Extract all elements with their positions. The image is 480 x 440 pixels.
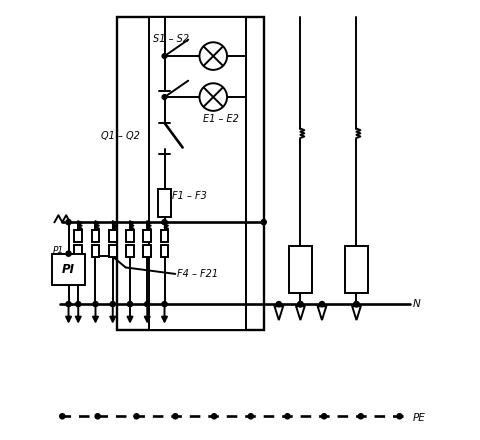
Circle shape bbox=[261, 220, 266, 225]
Bar bbox=[161, 231, 168, 242]
Bar bbox=[161, 245, 168, 257]
Bar bbox=[92, 231, 99, 242]
Circle shape bbox=[276, 301, 281, 307]
Circle shape bbox=[212, 414, 216, 419]
Bar bbox=[117, 17, 264, 330]
Circle shape bbox=[162, 95, 167, 99]
Circle shape bbox=[60, 414, 65, 419]
Circle shape bbox=[127, 301, 132, 307]
Circle shape bbox=[95, 414, 100, 419]
Bar bbox=[289, 246, 312, 293]
Circle shape bbox=[66, 220, 71, 225]
Circle shape bbox=[93, 301, 98, 307]
Circle shape bbox=[358, 414, 363, 419]
Circle shape bbox=[162, 54, 167, 59]
Circle shape bbox=[144, 301, 150, 307]
Bar bbox=[158, 189, 170, 217]
Bar bbox=[144, 231, 151, 242]
Text: Q1 – Q2: Q1 – Q2 bbox=[101, 131, 140, 141]
Circle shape bbox=[66, 251, 71, 256]
Text: PE: PE bbox=[412, 414, 425, 423]
Bar bbox=[126, 245, 134, 257]
Circle shape bbox=[66, 301, 71, 307]
Circle shape bbox=[354, 301, 359, 307]
Text: S1 – S2: S1 – S2 bbox=[153, 34, 189, 44]
Bar bbox=[74, 231, 82, 242]
Bar bbox=[144, 245, 151, 257]
Bar bbox=[52, 253, 84, 285]
Text: N: N bbox=[412, 299, 420, 309]
Text: F4 – F21: F4 – F21 bbox=[178, 269, 218, 279]
Circle shape bbox=[319, 301, 324, 307]
Circle shape bbox=[76, 301, 81, 307]
Bar bbox=[109, 231, 117, 242]
Bar bbox=[74, 245, 82, 257]
Circle shape bbox=[354, 301, 359, 307]
Bar bbox=[126, 231, 134, 242]
Circle shape bbox=[298, 301, 303, 307]
Bar bbox=[109, 245, 117, 257]
Text: F1 – F3: F1 – F3 bbox=[172, 191, 207, 201]
Text: E1 – E2: E1 – E2 bbox=[204, 114, 239, 124]
Circle shape bbox=[397, 414, 402, 419]
Circle shape bbox=[173, 414, 178, 419]
Text: P1: P1 bbox=[52, 246, 63, 255]
Circle shape bbox=[110, 301, 115, 307]
Circle shape bbox=[322, 414, 327, 419]
Bar bbox=[345, 246, 368, 293]
Circle shape bbox=[200, 83, 227, 111]
Circle shape bbox=[134, 414, 139, 419]
Circle shape bbox=[200, 42, 227, 70]
Circle shape bbox=[162, 220, 167, 225]
Bar bbox=[149, 17, 246, 330]
Text: PI: PI bbox=[62, 263, 75, 276]
Circle shape bbox=[248, 414, 253, 419]
Circle shape bbox=[285, 414, 290, 419]
Circle shape bbox=[162, 301, 167, 307]
Circle shape bbox=[298, 301, 303, 307]
Bar bbox=[92, 245, 99, 257]
